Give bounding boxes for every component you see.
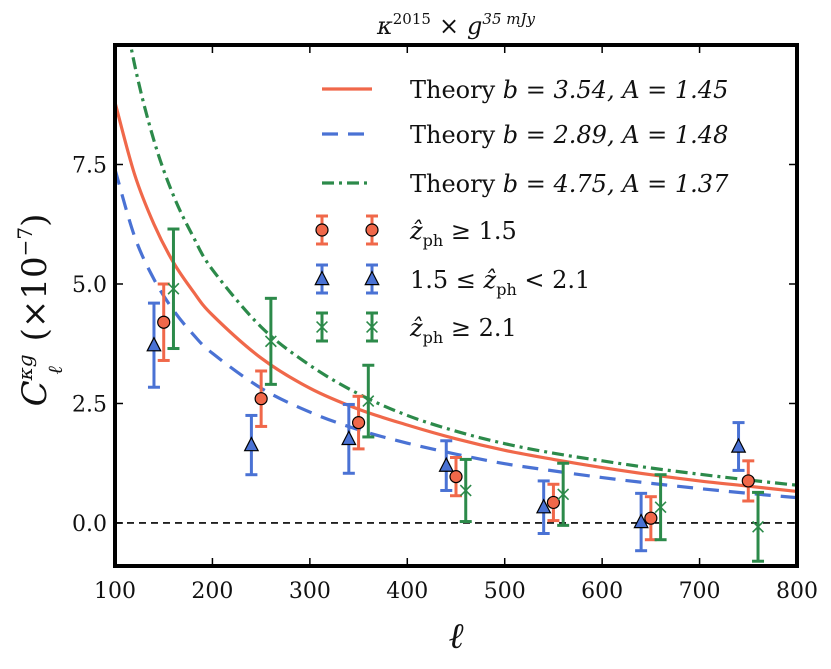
data-point-triangle (341, 430, 357, 446)
data-point-x-stroke (752, 520, 764, 533)
data-point-triangle (314, 270, 330, 286)
theory-curve-line (115, 168, 797, 500)
data-point-circle (157, 315, 171, 329)
legend-label: ẑph ≥ 2.1 (409, 314, 517, 347)
legend-label: Theory b = 2.89, A = 1.48 (410, 121, 728, 149)
y-tick-label: 7.5 (72, 153, 107, 178)
x-axis-label: ℓ (449, 616, 464, 657)
data-point-x (557, 488, 570, 501)
data-point-triangle (243, 436, 260, 452)
data-series (167, 227, 765, 563)
data-point-x-stroke (264, 335, 277, 348)
data-point-triangle (146, 336, 162, 352)
data-point-x (752, 520, 764, 533)
data-point-x-stroke (366, 321, 378, 333)
data-series (157, 282, 755, 542)
data-point-circle (254, 392, 268, 406)
data-point-circle (315, 223, 329, 237)
chart-title: κ2015 × g35 mJy (376, 10, 536, 40)
y-axis-label: Cκg ℓ (×10−7) (13, 214, 67, 407)
legend-label: Theory b = 4.75, A = 1.37 (410, 170, 729, 198)
data-point-circle (365, 223, 379, 237)
data-point-x (362, 395, 375, 408)
x-tick-label: 700 (679, 579, 721, 604)
data-point-x-stroke (362, 395, 375, 408)
legend: Theory b = 3.54, A = 1.45 Theory b = 2.89… (314, 76, 729, 347)
data-point-circle (351, 416, 366, 430)
x-tick-label: 500 (484, 579, 526, 604)
data-point-x (167, 282, 180, 295)
data-point-triangle (535, 498, 552, 514)
data-point-triangle (730, 437, 747, 453)
theory-curve-line (115, 101, 797, 494)
data-point-x-stroke (316, 321, 328, 333)
data-point-triangle (633, 513, 649, 529)
y-tick-label: 5.0 (72, 273, 107, 298)
y-tick-label: 0.0 (72, 512, 107, 537)
data-point-x-stroke (459, 484, 472, 497)
data-series (146, 301, 747, 553)
data-point-triangle (438, 456, 454, 472)
data-point-x (459, 484, 472, 497)
x-tick-label: 600 (581, 579, 623, 604)
x-tick-label: 800 (776, 579, 818, 604)
data-point-circle (546, 495, 561, 510)
data-point-circle (644, 511, 658, 525)
data-point-circle (449, 470, 463, 484)
data-point-x-stroke (557, 488, 570, 501)
data-point-x (316, 321, 328, 333)
axis-ticks: 100 200 300 400 500 600 700 800 0.0 2.5 5.0 7.5 (72, 45, 818, 604)
legend-label: Theory b = 3.54, A = 1.45 (410, 76, 728, 104)
data-point-triangle (364, 270, 380, 286)
legend-label: 1.5 ≤ ẑph < 2.1 (410, 266, 590, 299)
plot-frame (113, 43, 799, 568)
x-tick-label: 200 (191, 579, 233, 604)
data-point-x-stroke (654, 501, 667, 514)
data-point-x (264, 335, 277, 348)
data-points (146, 227, 765, 563)
x-tick-label: 400 (386, 579, 428, 604)
y-tick-label: 2.5 (72, 392, 107, 417)
x-tick-label: 300 (289, 579, 331, 604)
data-point-x (366, 321, 378, 333)
data-point-x (654, 501, 667, 514)
x-tick-label: 100 (94, 579, 136, 604)
data-point-x-stroke (167, 282, 180, 295)
legend-label: ẑph ≥ 1.5 (409, 217, 517, 250)
data-point-circle (741, 474, 755, 488)
